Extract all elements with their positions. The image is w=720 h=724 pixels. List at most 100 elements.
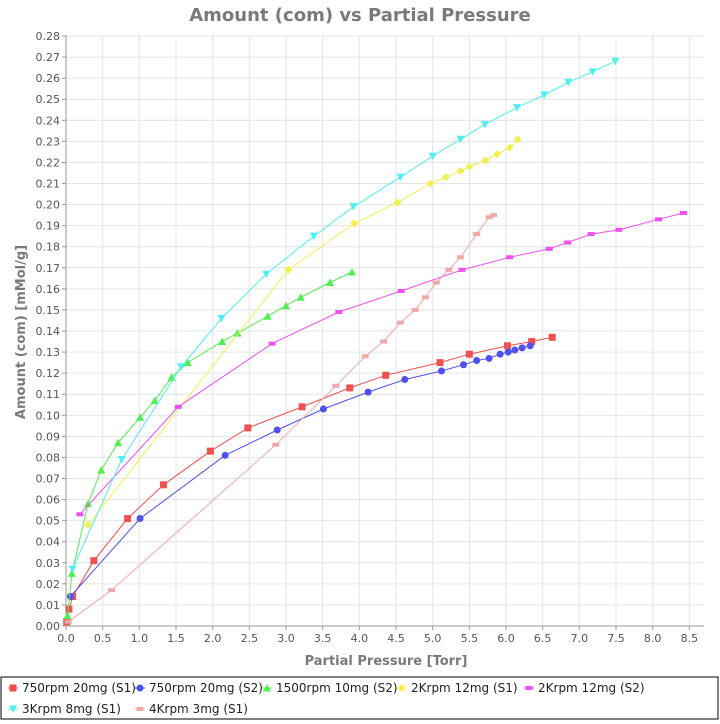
x-tick-label: 0.0	[57, 632, 75, 645]
legend-marker	[9, 684, 17, 692]
legend-marker	[525, 686, 533, 690]
x-tick-label: 4.0	[351, 632, 369, 645]
data-point	[545, 246, 553, 251]
data-point	[458, 267, 466, 272]
data-point	[124, 515, 132, 523]
data-point	[564, 78, 573, 87]
series-line	[67, 271, 353, 616]
x-tick-label: 8.5	[681, 632, 699, 645]
data-point	[459, 361, 467, 369]
axes: 0.0 0.5 1.0 1.5 2.0 2.5 3.0 3.5 4.0 4.5 5.0 5.5 6.0 6…	[36, 30, 704, 645]
data-point	[548, 333, 556, 341]
legend-item: 3Krpm 8mg (S1)	[8, 702, 121, 716]
data-point	[84, 499, 92, 508]
data-point	[588, 68, 597, 76]
legend-marker	[263, 684, 271, 692]
data-point	[160, 481, 168, 489]
y-tick-label: 0.19	[36, 220, 61, 233]
legend-label: 750rpm 20mg (S1)	[22, 681, 136, 695]
series-6	[68, 57, 620, 574]
data-point	[298, 403, 306, 411]
data-point	[615, 227, 623, 232]
x-tick-label: 5.5	[461, 632, 479, 645]
legend-label: 2Krpm 12mg (S1)	[411, 681, 518, 695]
data-point	[335, 310, 343, 315]
data-point	[513, 104, 521, 112]
data-point	[432, 280, 440, 285]
legend-marker	[136, 707, 144, 711]
data-point	[90, 557, 98, 565]
y-tick-label: 0.12	[36, 367, 61, 380]
data-point	[68, 565, 77, 574]
data-point	[233, 329, 242, 337]
y-tick-label: 0.24	[36, 114, 61, 127]
y-tick-label: 0.18	[36, 241, 61, 254]
data-point	[441, 173, 450, 182]
x-tick-label: 1.0	[131, 632, 149, 645]
data-point	[64, 619, 72, 624]
y-tick-label: 0.11	[36, 388, 61, 401]
x-tick-label: 2.0	[204, 632, 222, 645]
data-point	[262, 270, 271, 279]
y-tick-label: 0.22	[36, 156, 61, 169]
data-point	[437, 367, 445, 375]
data-point	[349, 203, 358, 211]
legend-label: 2Krpm 12mg (S2)	[538, 681, 645, 695]
legend-label: 4Krpm 3mg (S1)	[149, 702, 248, 716]
legend-item: 4Krpm 3mg (S1)	[135, 702, 248, 716]
y-tick-label: 0.26	[36, 72, 61, 85]
data-point	[65, 605, 73, 613]
y-tick-label: 0.10	[36, 409, 61, 422]
x-tick-label: 8.0	[644, 632, 662, 645]
data-point	[284, 265, 293, 274]
y-tick-label: 0.27	[36, 51, 61, 64]
y-tick-label: 0.00	[36, 620, 61, 633]
data-point	[526, 342, 534, 350]
data-point	[397, 288, 405, 293]
x-axis-title: Partial Pressure [Torr]	[305, 654, 468, 669]
series-line	[66, 336, 553, 622]
data-point	[411, 307, 419, 312]
legend-label: 3Krpm 8mg (S1)	[22, 702, 121, 716]
data-point	[456, 166, 465, 175]
data-point	[273, 426, 281, 434]
data-point	[268, 341, 276, 346]
data-point	[587, 232, 595, 237]
legend-item: 2Krpm 12mg (S2)	[524, 681, 645, 695]
data-point	[364, 388, 372, 396]
x-tick-label: 4.5	[387, 632, 405, 645]
series-3	[63, 268, 356, 619]
x-tick-label: 7.5	[607, 632, 625, 645]
series-layer	[63, 57, 687, 626]
legend-marker	[398, 684, 406, 692]
data-point	[496, 350, 504, 358]
chart-title: Amount (com) vs Partial Pressure	[189, 5, 530, 26]
x-tick-label: 7.0	[571, 632, 589, 645]
data-point	[348, 268, 356, 276]
data-point	[506, 255, 514, 260]
y-tick-label: 0.07	[36, 473, 61, 486]
data-point	[421, 295, 429, 300]
data-point	[136, 413, 145, 421]
y-tick-label: 0.03	[36, 557, 61, 570]
data-point	[457, 255, 465, 260]
data-point	[401, 375, 409, 383]
data-point	[150, 396, 159, 405]
data-point	[396, 320, 404, 325]
y-tick-label: 0.20	[36, 199, 61, 212]
data-point	[84, 520, 92, 529]
y-tick-label: 0.25	[36, 93, 61, 106]
data-point	[540, 91, 549, 99]
x-tick-label: 3.0	[277, 632, 295, 645]
data-point	[117, 456, 126, 464]
y-axis-title: Amount (com) [mMol/g]	[14, 245, 29, 419]
data-point	[296, 293, 305, 301]
data-point	[481, 156, 490, 165]
y-tick-label: 0.09	[36, 430, 61, 443]
data-point	[611, 57, 620, 66]
legend-item: 750rpm 20mg (S2)	[135, 681, 263, 695]
data-point	[382, 371, 390, 379]
data-point	[480, 121, 489, 129]
data-point	[513, 135, 522, 144]
